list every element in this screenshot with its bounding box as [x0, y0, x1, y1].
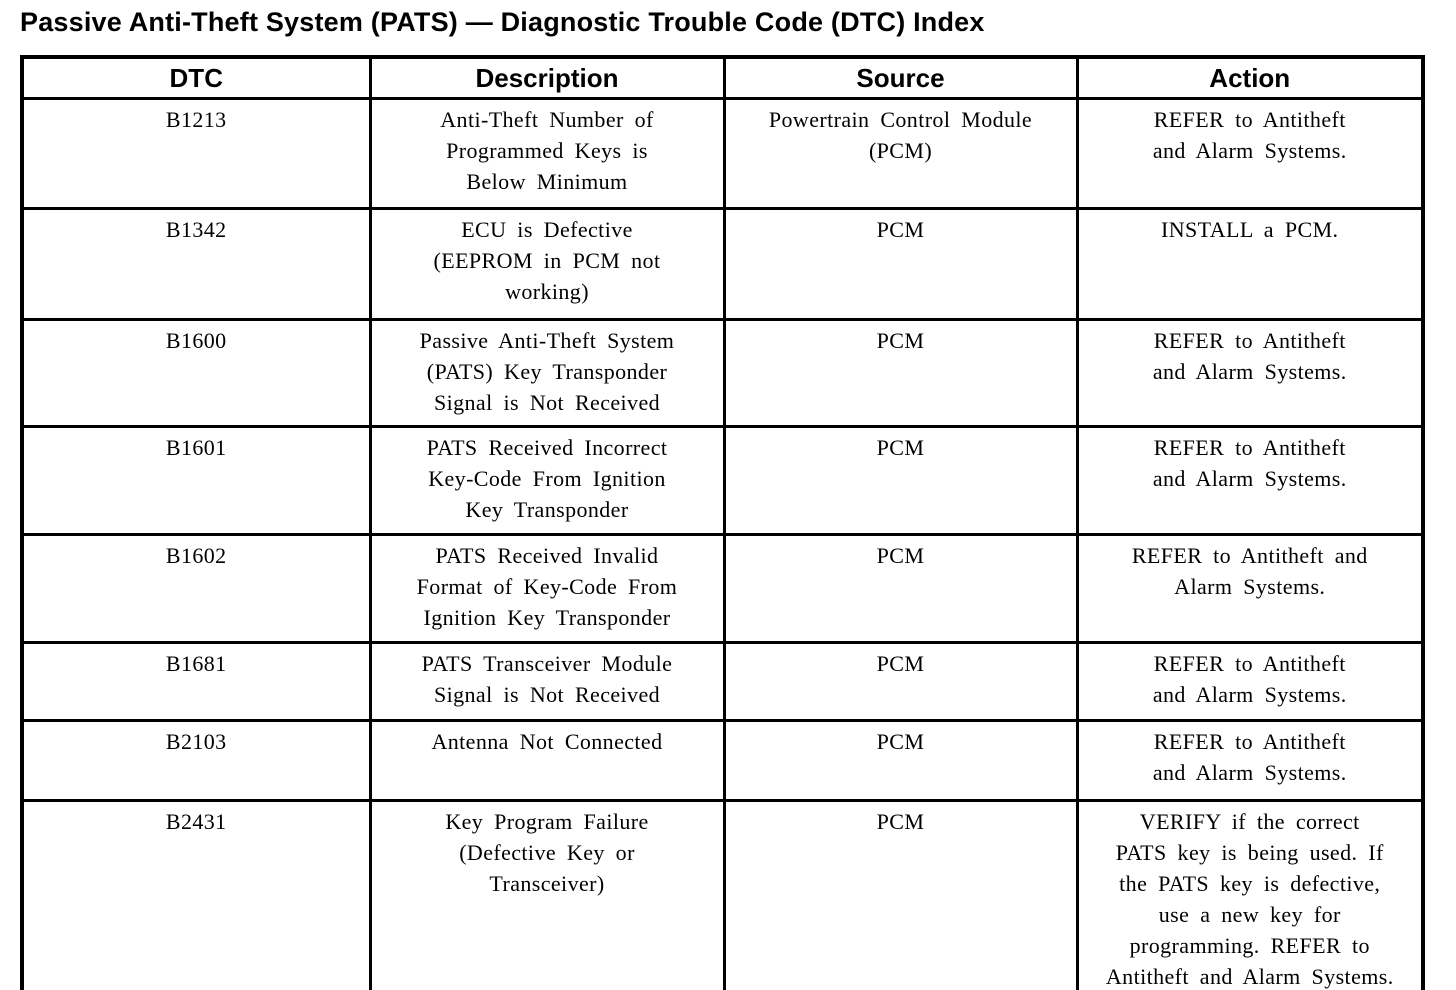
description-cell: PATS Transceiver Module Signal is Not Re…: [368, 641, 726, 722]
table-row: B1342 ECU is Defective (EEPROM in PCM no…: [20, 207, 1425, 321]
dtc-cell: B1342: [20, 207, 372, 321]
dtc-cell: B1602: [20, 533, 372, 644]
description-cell: PATS Received Incorrect Key-Code From Ig…: [368, 425, 726, 536]
dtc-cell: B1681: [20, 641, 372, 722]
action-cell: INSTALL a PCM.: [1075, 207, 1425, 321]
page-title: Passive Anti-Theft System (PATS) — Diagn…: [20, 7, 985, 37]
dtc-cell: B1600: [20, 318, 372, 428]
action-cell: REFER to Antitheft and Alarm Systems.: [1075, 533, 1425, 644]
description-cell: Anti-Theft Number of Programmed Keys is …: [368, 97, 726, 210]
column-header-description: Description: [368, 55, 726, 100]
description-cell: Antenna Not Connected: [368, 719, 726, 802]
table-row: B2103 Antenna Not Connected PCM REFER to…: [20, 719, 1425, 802]
description-cell: Passive Anti-Theft System (PATS) Key Tra…: [368, 318, 726, 428]
action-cell: REFER to Antitheft and Alarm Systems.: [1075, 318, 1425, 428]
description-cell: ECU is Defective (EEPROM in PCM not work…: [368, 207, 726, 321]
table-row: B1600 Passive Anti-Theft System (PATS) K…: [20, 318, 1425, 428]
dtc-cell: B1601: [20, 425, 372, 536]
source-cell: PCM: [722, 719, 1079, 802]
dtc-index-table: DTC Description Source Action B1213 Anti…: [20, 55, 1425, 990]
source-cell: PCM: [722, 207, 1079, 321]
source-cell: Powertrain Control Module (PCM): [722, 97, 1079, 210]
action-cell: VERIFY if the correct PATS key is being …: [1075, 799, 1425, 990]
table-row: B1601 PATS Received Incorrect Key-Code F…: [20, 425, 1425, 536]
source-cell: PCM: [722, 799, 1079, 990]
column-header-action: Action: [1075, 55, 1425, 100]
description-cell: Key Program Failure (Defective Key or Tr…: [368, 799, 726, 990]
table-row: B1602 PATS Received Invalid Format of Ke…: [20, 533, 1425, 644]
table-row: B1213 Anti-Theft Number of Programmed Ke…: [20, 97, 1425, 210]
action-cell: REFER to Antitheft and Alarm Systems.: [1075, 97, 1425, 210]
column-header-dtc: DTC: [20, 55, 372, 100]
source-cell: PCM: [722, 318, 1079, 428]
action-cell: REFER to Antitheft and Alarm Systems.: [1075, 719, 1425, 802]
source-cell: PCM: [722, 641, 1079, 722]
description-cell: PATS Received Invalid Format of Key-Code…: [368, 533, 726, 644]
dtc-cell: B2431: [20, 799, 372, 990]
source-cell: PCM: [722, 533, 1079, 644]
action-cell: REFER to Antitheft and Alarm Systems.: [1075, 425, 1425, 536]
dtc-cell: B1213: [20, 97, 372, 210]
table-row: B1681 PATS Transceiver Module Signal is …: [20, 641, 1425, 722]
dtc-cell: B2103: [20, 719, 372, 802]
action-cell: REFER to Antitheft and Alarm Systems.: [1075, 641, 1425, 722]
source-cell: PCM: [722, 425, 1079, 536]
table-row: B2431 Key Program Failure (Defective Key…: [20, 799, 1425, 990]
column-header-source: Source: [722, 55, 1079, 100]
table-header-row: DTC Description Source Action: [20, 55, 1425, 100]
